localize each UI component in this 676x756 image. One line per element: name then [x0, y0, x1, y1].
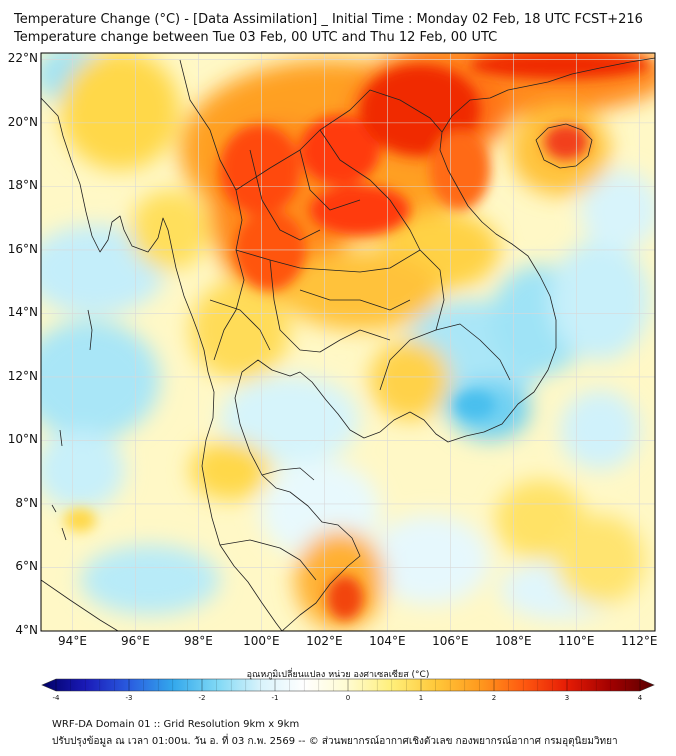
- colorbar-tick-label: -4: [52, 694, 60, 702]
- lon-tick-label: 106°E: [432, 634, 469, 648]
- lat-tick-label: 12°N: [7, 368, 38, 383]
- lat-tick-label: 20°N: [7, 114, 38, 129]
- lat-tick-label: 6°N: [15, 559, 38, 574]
- colorbar-title: อุณหภูมิเปลี่ยนแปลง หน่วย องศาเซลเซียส (…: [246, 670, 430, 680]
- map-subtitle: Temperature change between Tue 03 Feb, 0…: [14, 30, 498, 45]
- lat-tick-label: 14°N: [7, 305, 38, 320]
- colorbar-tick-label: 3: [564, 694, 570, 702]
- lon-tick-label: 110°E: [558, 634, 595, 648]
- colorbar-tick-label: 1: [418, 694, 424, 702]
- colorbar-tick-label: -2: [198, 694, 206, 702]
- lon-tick-label: 112°E: [621, 634, 658, 648]
- lon-tick-label: 94°E: [58, 634, 87, 648]
- lon-tick-label: 100°E: [243, 634, 280, 648]
- lon-tick-label: 108°E: [495, 634, 532, 648]
- lat-tick-label: 8°N: [15, 495, 38, 510]
- lat-tick-label: 10°N: [7, 432, 38, 447]
- map-title: Temperature Change (°C) - [Data Assimila…: [14, 12, 643, 27]
- footer-model-info: WRF-DA Domain 01 :: Grid Resolution 9km …: [52, 719, 300, 730]
- lon-tick-label: 104°E: [369, 634, 406, 648]
- lat-tick-label: 4°N: [15, 623, 38, 637]
- colorbar: [41, 678, 655, 692]
- lon-tick-label: 96°E: [121, 634, 150, 648]
- colorbar-tick-label: 4: [637, 694, 643, 702]
- colorbar-tick-label: 2: [491, 694, 497, 702]
- footer-credit: ปรับปรุงข้อมูล ณ เวลา 01:00น. วัน อ. ที่…: [52, 736, 618, 747]
- lat-tick-label: 22°N: [7, 51, 38, 66]
- lon-tick-label: 102°E: [306, 634, 343, 648]
- map-frame: [40, 52, 656, 632]
- temperature-field: [41, 53, 655, 631]
- colorbar-tick-label: -3: [125, 694, 133, 702]
- lat-tick-label: 18°N: [7, 178, 38, 193]
- colorbar-tick-label: -1: [271, 694, 279, 702]
- coastline-border-lines: [41, 57, 655, 631]
- lon-tick-label: 98°E: [183, 634, 213, 648]
- lat-tick-label: 16°N: [7, 241, 38, 256]
- colorbar-tick-label: 0: [345, 694, 351, 702]
